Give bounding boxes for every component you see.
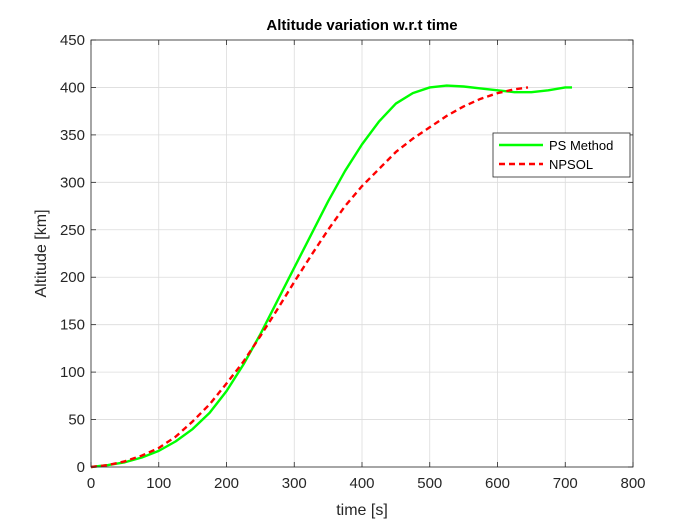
x-tick-label: 700 xyxy=(553,475,578,492)
x-tick-label: 300 xyxy=(282,475,307,492)
x-axis-title: time [s] xyxy=(336,502,388,519)
legend-label: PS Method xyxy=(549,138,613,153)
x-tick-label: 400 xyxy=(349,475,374,492)
y-tick-label: 400 xyxy=(60,79,85,96)
x-tick-label: 800 xyxy=(620,475,645,492)
legend-box xyxy=(492,132,631,178)
x-tick-label: 200 xyxy=(214,475,239,492)
series-line-ps-method xyxy=(90,84,573,469)
y-tick-label: 450 xyxy=(60,32,85,49)
y-axis-title: Altitude [km] xyxy=(33,209,50,297)
y-tick-label: 350 xyxy=(60,127,85,144)
y-tick-label: 150 xyxy=(60,317,85,334)
y-tick-label: 200 xyxy=(60,269,85,286)
y-tick-label: 100 xyxy=(60,364,85,381)
x-tick-label: 600 xyxy=(485,475,510,492)
x-tick-label: 100 xyxy=(146,475,171,492)
chart-title: Altitude variation w.r.t time xyxy=(266,17,457,34)
y-tick-label: 250 xyxy=(60,222,85,239)
legend-label: NPSOL xyxy=(549,157,593,172)
x-tick-label: 0 xyxy=(87,475,95,492)
legend: PS Method NPSOL xyxy=(492,132,631,178)
x-tick-label: 500 xyxy=(417,475,442,492)
series-lines xyxy=(90,84,573,469)
y-tick-label: 50 xyxy=(68,412,85,429)
axis-ticks: 0 100 200 300 400 500 600 700 800 0 50 100 150 200 250… xyxy=(60,32,646,492)
y-tick-label: 300 xyxy=(60,174,85,191)
y-tick-label: 0 xyxy=(77,459,85,476)
